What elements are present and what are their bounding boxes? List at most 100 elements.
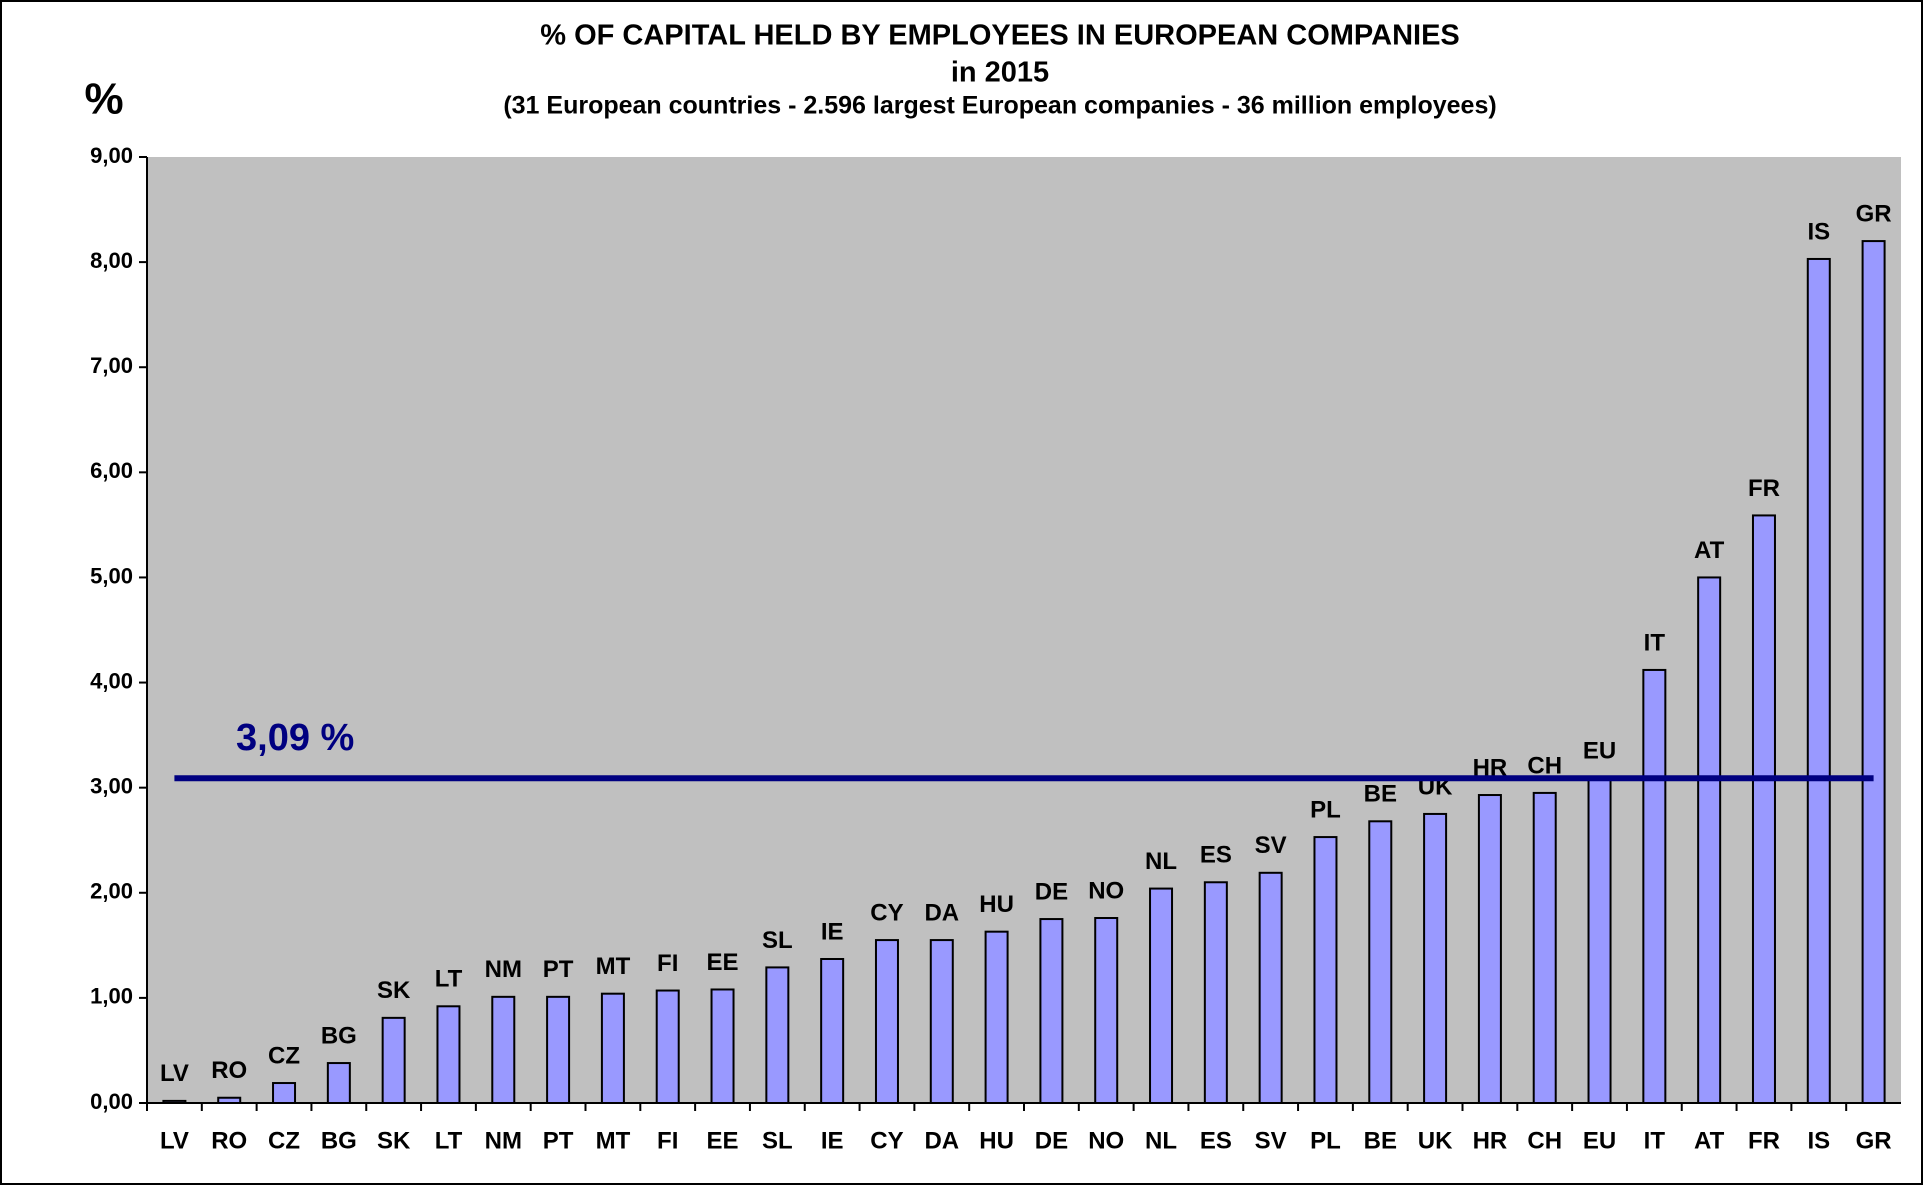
x-tick-label: IS xyxy=(1807,1127,1830,1154)
x-tick-label: CZ xyxy=(268,1127,300,1154)
chart-note: (31 European countries - 2.596 largest E… xyxy=(503,92,1496,120)
x-tick-label: UK xyxy=(1418,1127,1453,1154)
x-tick-label: CH xyxy=(1527,1127,1562,1154)
bar-label: DE xyxy=(1035,878,1068,905)
x-tick-label: FI xyxy=(657,1127,678,1154)
x-tick-label: SL xyxy=(762,1127,793,1154)
bar xyxy=(1258,871,1283,1104)
x-tick-label: NM xyxy=(485,1127,522,1154)
bar-label: NO xyxy=(1088,877,1124,904)
bar xyxy=(765,966,790,1105)
x-tick-label: GR xyxy=(1856,1127,1892,1154)
x-tick-label: AT xyxy=(1694,1127,1725,1154)
bar xyxy=(1861,240,1886,1105)
bar-label: HU xyxy=(979,891,1014,918)
bar xyxy=(436,1005,461,1105)
bar xyxy=(272,1082,297,1105)
bar xyxy=(655,989,680,1105)
bar-label: FR xyxy=(1748,475,1780,502)
bar-label: ES xyxy=(1200,842,1232,869)
x-tick-label: ES xyxy=(1200,1127,1232,1154)
y-tick-label: 2,00 xyxy=(90,879,133,904)
y-tick-label: 9,00 xyxy=(90,143,133,168)
x-tick-label: PT xyxy=(543,1127,574,1154)
bar xyxy=(1806,257,1831,1104)
x-tick-label: BG xyxy=(321,1127,357,1154)
x-tick-label: CY xyxy=(870,1127,903,1154)
bar-label: IT xyxy=(1644,629,1666,656)
bar-label: BG xyxy=(321,1022,357,1049)
x-tick-label: SV xyxy=(1255,1127,1287,1154)
bar xyxy=(820,957,845,1105)
bar xyxy=(1203,881,1228,1104)
x-tick-label: IT xyxy=(1644,1127,1666,1154)
bar-label: NL xyxy=(1145,848,1177,875)
y-tick-label: 0,00 xyxy=(90,1089,133,1114)
bar xyxy=(491,995,516,1104)
bar-label: EE xyxy=(707,949,739,976)
bar xyxy=(1149,887,1174,1104)
x-tick-label: EU xyxy=(1583,1127,1616,1154)
bar xyxy=(1423,812,1448,1104)
bar-label: GR xyxy=(1856,200,1892,227)
x-tick-label: PL xyxy=(1310,1127,1341,1154)
bar xyxy=(1039,918,1064,1104)
bar-label: LT xyxy=(435,966,463,993)
x-tick-label: DA xyxy=(924,1127,959,1154)
bar-label: MT xyxy=(596,953,631,980)
bar xyxy=(1532,791,1557,1105)
bar xyxy=(710,988,735,1104)
x-tick-label: HU xyxy=(979,1127,1014,1154)
bar-label: SK xyxy=(377,977,411,1004)
bar xyxy=(929,939,954,1104)
bar xyxy=(1094,917,1119,1105)
x-tick-label: FR xyxy=(1748,1127,1780,1154)
bar xyxy=(1587,777,1612,1104)
bar xyxy=(546,995,571,1104)
bar-label: SL xyxy=(762,927,793,954)
reference-label: 3,09 % xyxy=(236,717,354,759)
y-tick-label: 8,00 xyxy=(90,248,133,273)
x-tick-label: EE xyxy=(707,1127,739,1154)
bar xyxy=(1368,820,1393,1105)
bar xyxy=(1477,794,1502,1104)
x-tick-label: LT xyxy=(435,1127,463,1154)
y-tick-label: 5,00 xyxy=(90,563,133,588)
bar-label: DA xyxy=(924,899,959,926)
bar xyxy=(326,1062,351,1104)
bar-label: PT xyxy=(543,956,574,983)
x-tick-label: IE xyxy=(821,1127,844,1154)
bar-label: CY xyxy=(870,899,903,926)
y-axis-label: % xyxy=(84,75,123,124)
bar-label: EU xyxy=(1583,738,1616,765)
bar-label: IE xyxy=(821,918,844,945)
x-tick-label: RO xyxy=(211,1127,247,1154)
chart-title: % OF CAPITAL HELD BY EMPLOYEES IN EUROPE… xyxy=(540,20,1460,52)
y-tick-label: 7,00 xyxy=(90,353,133,378)
bar-label: PL xyxy=(1310,796,1341,823)
x-tick-label: BE xyxy=(1364,1127,1397,1154)
bar xyxy=(1642,668,1667,1104)
bar xyxy=(1751,514,1776,1104)
bar-label: CH xyxy=(1527,752,1562,779)
bar-label: CZ xyxy=(268,1042,300,1069)
bar xyxy=(1697,576,1722,1104)
chart-subtitle: in 2015 xyxy=(951,57,1049,89)
x-tick-label: MT xyxy=(596,1127,631,1154)
bar xyxy=(984,930,1009,1104)
y-tick-label: 6,00 xyxy=(90,458,133,483)
bar-label: IS xyxy=(1807,218,1830,245)
x-tick-label: DE xyxy=(1035,1127,1068,1154)
bar-label: NM xyxy=(485,956,522,983)
bar xyxy=(381,1016,406,1104)
bar-label: LV xyxy=(160,1060,189,1087)
y-tick-label: 1,00 xyxy=(90,984,133,1009)
bar xyxy=(600,992,625,1104)
x-tick-label: HR xyxy=(1473,1127,1508,1154)
y-tick-label: 3,00 xyxy=(90,773,133,798)
x-tick-label: NL xyxy=(1145,1127,1177,1154)
bar-label: SV xyxy=(1255,832,1287,859)
bar-label: RO xyxy=(211,1057,247,1084)
bar-label: AT xyxy=(1694,537,1725,564)
